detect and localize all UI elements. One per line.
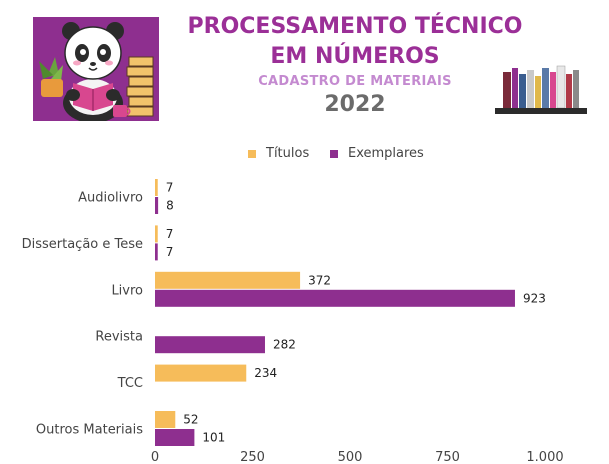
plant-icon bbox=[39, 57, 63, 97]
legend-item-titulos: Títulos bbox=[248, 146, 309, 161]
data-label-exemplares-outros-materiais: 101 bbox=[202, 431, 225, 445]
legend-swatch-titulos bbox=[248, 149, 256, 158]
bar-titulos-outros-materiais bbox=[155, 411, 176, 428]
book-stack-icon bbox=[126, 56, 154, 117]
category-label-audiolivro: Audiolivro bbox=[78, 191, 143, 206]
bar-titulos-tcc bbox=[155, 364, 247, 382]
bar-exemplares-dissertacao-e-tese bbox=[155, 243, 158, 261]
chart-subtitle: CADASTRO DE MATERIAIS bbox=[258, 74, 452, 89]
data-label-titulos-livro: 372 bbox=[308, 273, 331, 287]
bar-exemplares-audiolivro bbox=[155, 197, 159, 214]
data-label-exemplares-livro: 923 bbox=[523, 291, 546, 305]
x-tick-label-1: 250 bbox=[240, 450, 265, 464]
chart-year: 2022 bbox=[324, 92, 386, 117]
x-tick-label-2: 500 bbox=[338, 450, 363, 464]
chart-title-line1: PROCESSAMENTO TÉCNICO bbox=[187, 14, 523, 39]
bookshelf-illustration bbox=[495, 62, 587, 116]
data-label-exemplares-dissertacao-e-tese: 7 bbox=[166, 245, 174, 259]
legend-item-exemplares: Exemplares bbox=[330, 146, 424, 161]
header-banner: PROCESSAMENTO TÉCNICO EM NÚMEROS CADASTR… bbox=[0, 0, 609, 140]
legend-label-titulos: Títulos bbox=[266, 146, 310, 161]
x-tick-label-3: 750 bbox=[435, 450, 460, 464]
x-tick-label-0: 0 bbox=[151, 450, 159, 464]
data-label-exemplares-revista: 282 bbox=[273, 338, 296, 352]
data-label-exemplares-audiolivro: 8 bbox=[166, 199, 174, 213]
bar-titulos-livro bbox=[155, 271, 301, 289]
category-label-dissertacao-e-tese: Dissertação e Tese bbox=[22, 237, 143, 252]
category-label-revista: Revista bbox=[95, 330, 143, 345]
data-label-titulos-outros-materiais: 52 bbox=[183, 413, 198, 427]
data-label-titulos-tcc: 234 bbox=[254, 366, 277, 380]
category-label-tcc: TCC bbox=[117, 376, 143, 391]
books-on-shelf-icon bbox=[495, 65, 587, 114]
bar-titulos-dissertacao-e-tese bbox=[155, 225, 158, 243]
data-label-titulos-dissertacao-e-tese: 7 bbox=[166, 227, 174, 241]
bar-titulos-audiolivro bbox=[155, 179, 158, 196]
panda-icon bbox=[62, 22, 124, 121]
legend-label-exemplares: Exemplares bbox=[348, 146, 424, 161]
bar-exemplares-outros-materiais bbox=[155, 429, 195, 446]
bar-exemplares-revista bbox=[155, 336, 265, 354]
panda-reading-illustration bbox=[33, 17, 159, 121]
chart-title-line2: EM NÚMEROS bbox=[270, 44, 440, 69]
category-label-livro: Livro bbox=[111, 283, 143, 298]
data-label-titulos-audiolivro: 7 bbox=[166, 181, 174, 195]
legend-swatch-exemplares bbox=[330, 149, 338, 158]
x-tick-label-4: 1.000 bbox=[526, 450, 563, 464]
category-label-outros-materiais: Outros Materiais bbox=[36, 423, 143, 438]
bar-exemplares-livro bbox=[155, 289, 515, 307]
mug-icon bbox=[113, 105, 131, 117]
chart-legend: Títulos Exemplares bbox=[0, 146, 609, 166]
